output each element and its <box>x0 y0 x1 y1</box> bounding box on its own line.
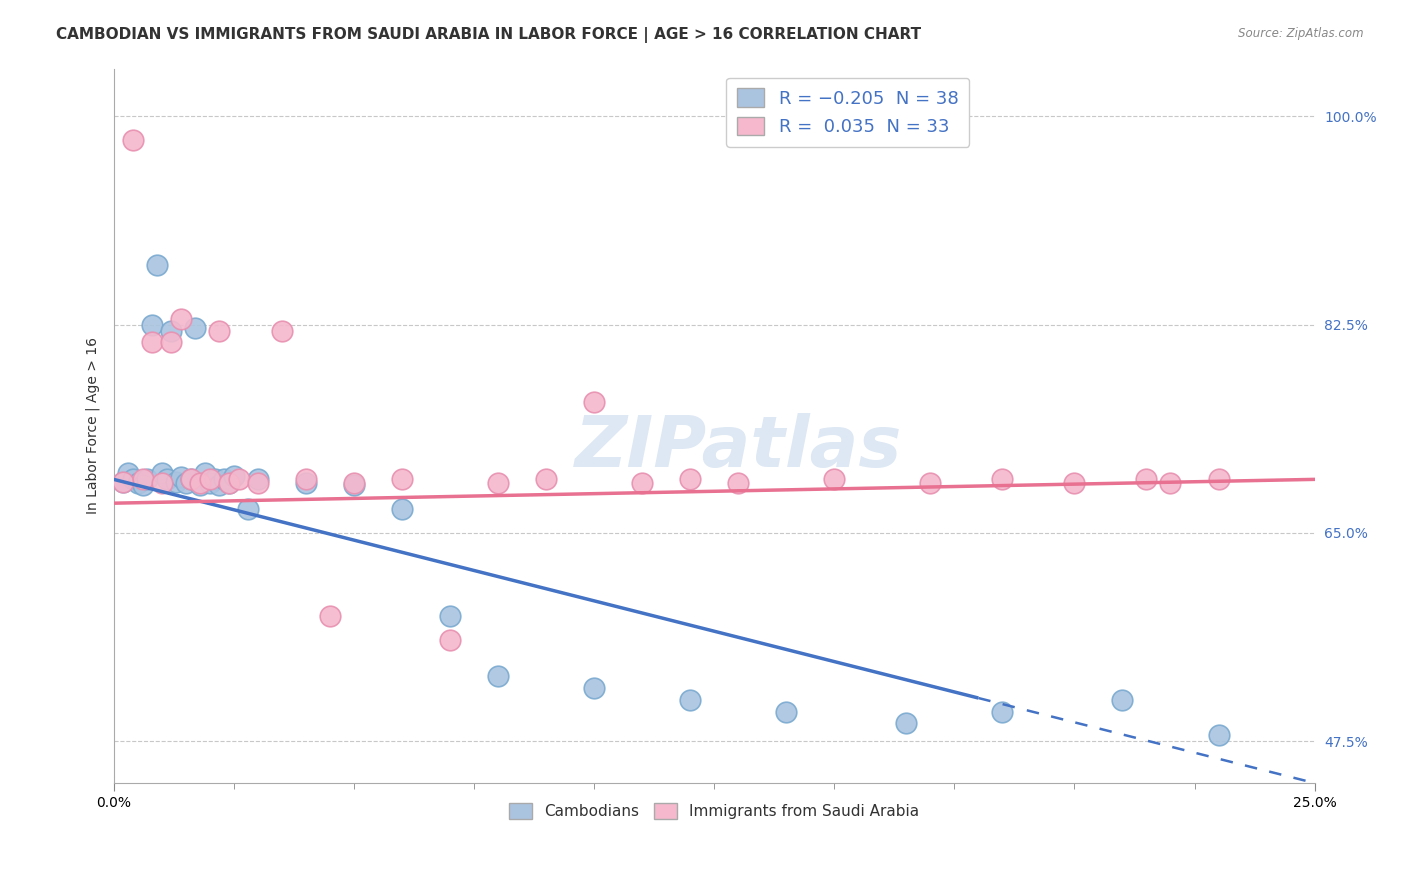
Point <box>212 472 235 486</box>
Point <box>439 609 461 624</box>
Point <box>270 324 292 338</box>
Point <box>775 705 797 719</box>
Point <box>246 472 269 486</box>
Point <box>170 470 193 484</box>
Point <box>122 133 145 147</box>
Point <box>319 609 342 624</box>
Point <box>180 472 202 486</box>
Point <box>1063 475 1085 490</box>
Point <box>1208 472 1230 486</box>
Point <box>295 475 318 490</box>
Point <box>1111 692 1133 706</box>
Point <box>238 502 260 516</box>
Point <box>198 472 221 486</box>
Text: ZIPatlas: ZIPatlas <box>575 413 901 482</box>
Point <box>208 478 231 492</box>
Point <box>391 502 413 516</box>
Point <box>679 472 702 486</box>
Point <box>343 475 366 490</box>
Point <box>486 669 509 683</box>
Point <box>150 467 173 481</box>
Point <box>295 472 318 486</box>
Point <box>679 692 702 706</box>
Point <box>991 705 1014 719</box>
Point <box>160 335 183 350</box>
Point <box>228 472 250 486</box>
Point <box>391 472 413 486</box>
Point <box>160 324 183 338</box>
Point <box>155 472 177 486</box>
Point <box>631 475 654 490</box>
Point <box>204 472 226 486</box>
Point <box>122 472 145 486</box>
Point <box>146 258 169 272</box>
Point <box>112 475 135 489</box>
Text: CAMBODIAN VS IMMIGRANTS FROM SAUDI ARABIA IN LABOR FORCE | AGE > 16 CORRELATION : CAMBODIAN VS IMMIGRANTS FROM SAUDI ARABI… <box>56 27 921 43</box>
Point <box>1159 475 1181 490</box>
Point <box>218 475 240 490</box>
Point <box>150 475 173 490</box>
Point <box>583 681 606 695</box>
Point <box>180 472 202 486</box>
Point <box>218 475 240 490</box>
Point <box>136 472 159 486</box>
Point <box>165 475 187 489</box>
Point <box>1208 728 1230 742</box>
Point <box>222 468 245 483</box>
Point <box>920 475 942 490</box>
Point <box>188 475 211 490</box>
Point <box>1135 472 1157 486</box>
Point <box>127 475 149 490</box>
Point <box>198 475 221 490</box>
Point <box>184 321 207 335</box>
Point <box>131 472 153 486</box>
Y-axis label: In Labor Force | Age > 16: In Labor Force | Age > 16 <box>86 337 100 515</box>
Point <box>194 467 217 481</box>
Point <box>534 472 557 486</box>
Point <box>343 478 366 492</box>
Point <box>170 311 193 326</box>
Point <box>112 475 135 489</box>
Point <box>246 475 269 490</box>
Text: Source: ZipAtlas.com: Source: ZipAtlas.com <box>1239 27 1364 40</box>
Point <box>583 395 606 409</box>
Point <box>117 467 139 481</box>
Point <box>486 475 509 490</box>
Point <box>208 324 231 338</box>
Point <box>896 716 918 731</box>
Point <box>727 475 749 490</box>
Point <box>823 472 845 486</box>
Point <box>188 478 211 492</box>
Point <box>174 475 197 490</box>
Point <box>141 318 163 332</box>
Point <box>991 472 1014 486</box>
Point <box>131 478 153 492</box>
Legend: Cambodians, Immigrants from Saudi Arabia: Cambodians, Immigrants from Saudi Arabia <box>503 797 925 825</box>
Point <box>439 633 461 648</box>
Point <box>141 335 163 350</box>
